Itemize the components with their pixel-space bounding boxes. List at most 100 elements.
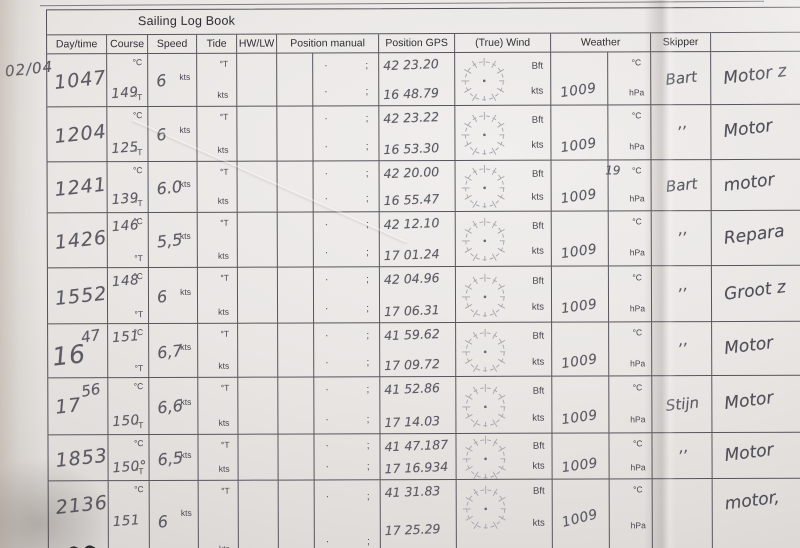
remark-text: motor, — [723, 487, 781, 515]
speed-value: 6 — [155, 124, 168, 145]
unit-kts: kts — [531, 246, 544, 258]
gps-lat: 42 20.00 — [383, 164, 440, 182]
cell-speed: kts 6 — [148, 53, 198, 108]
pos-template-marks: ·; — [325, 303, 370, 315]
time-sup-value: 47 — [79, 325, 102, 347]
course-value: 125 — [110, 139, 140, 158]
cell-remarks: motor — [711, 159, 800, 212]
col-header-position-gps: Position GPS — [379, 33, 456, 54]
pos-template-marks: ·; — [324, 192, 369, 204]
remark-text: Motor — [723, 388, 775, 415]
cell-daytime: 1241 — [47, 162, 108, 214]
cell-wind: Bft kts — [455, 211, 552, 267]
unit-kts: kts — [218, 463, 230, 474]
compass-rose-icon — [461, 272, 506, 317]
pressure-value: 1009 — [560, 506, 600, 532]
cell-course: °C °T 149 — [107, 54, 149, 108]
cell-hwlw — [238, 480, 279, 548]
unit-bft: Bft — [531, 114, 544, 126]
cell-tide: °T kts — [197, 212, 238, 268]
unit-kts: kts — [180, 286, 191, 297]
paper-crease-left — [0, 0, 42, 548]
pressure-value: 1009 — [559, 240, 599, 262]
cell-wind: Bft kts — [455, 160, 552, 212]
pos-template-marks: ·; — [325, 491, 370, 503]
unit-degT: °T — [134, 363, 144, 374]
gps-lat: 41 31.83 — [384, 482, 441, 501]
unit-kts: kts — [217, 195, 229, 206]
unit-hpa: hPa — [629, 193, 645, 204]
pressure-value: 1009 — [559, 134, 598, 156]
unit-kts: kts — [532, 356, 545, 368]
cell-course: °C °T 150 — [108, 378, 150, 436]
gps-lon: 16 55.47 — [383, 191, 440, 209]
cell-hwlw — [237, 267, 279, 324]
unit-kts: kts — [179, 125, 191, 136]
pos-template-marks: ·; — [325, 536, 370, 548]
col-header-skipper: Skipper — [651, 33, 712, 53]
compass-rose-icon — [462, 434, 506, 479]
cell-tide: °T kts — [197, 267, 239, 324]
unit-degC: °C — [132, 57, 143, 68]
gps-lat: 41 59.62 — [383, 326, 441, 344]
pos-template-marks: ·; — [325, 357, 370, 369]
unit-kts: kts — [219, 544, 230, 548]
pos-template-marks: ·; — [324, 247, 369, 259]
unit-bft: Bft — [532, 385, 545, 397]
speed-value: 6,6 — [156, 395, 184, 418]
cell-hwlw — [238, 323, 279, 378]
unit-bft: Bft — [531, 60, 544, 73]
unit-kts: kts — [531, 301, 545, 313]
skipper-name: Stijn — [664, 393, 700, 415]
cell-course: °C °T 150° — [108, 435, 150, 482]
unit-bft: Bft — [532, 220, 544, 232]
cell-daytime: 1426 — [47, 213, 108, 269]
paper-top-edge-line — [40, 0, 764, 7]
compass-rose-icon — [461, 217, 505, 261]
sailing-logbook-table: Sailing Log Book Day/time Course Speed T… — [45, 6, 800, 548]
cell-tide: °T kts — [197, 53, 238, 107]
cell-position-gps: 41 31.83 17 25.29 — [380, 479, 457, 548]
page-title: Sailing Log Book — [138, 13, 236, 29]
unit-degC: °C — [133, 438, 144, 449]
cell-wind: Bft kts — [455, 52, 552, 106]
pos-template-marks: ·; — [325, 440, 370, 452]
cell-position-manual: ·; ·; — [277, 161, 380, 213]
unit-kts: kts — [217, 250, 229, 261]
cell-daytime: 16 47 — [48, 324, 109, 379]
gps-lon: 17 09.72 — [383, 355, 441, 373]
cell-position-gps: 41 52.86 17 14.03 — [380, 376, 457, 435]
unit-kts: kts — [218, 360, 230, 371]
cell-position-gps: 42 23.22 16 53.30 — [379, 105, 456, 162]
cell-weather: °C hPa 1009 — [551, 211, 652, 267]
unit-degC: °C — [632, 216, 642, 227]
unit-kts: kts — [532, 412, 545, 424]
unit-degT: °T — [219, 166, 229, 177]
cell-remarks: Motor — [712, 321, 800, 377]
remark-text: Groot z — [722, 276, 787, 305]
cell-remarks: Repara — [711, 210, 800, 267]
unit-bft: Bft — [531, 168, 544, 180]
cell-position-gps: 41 59.62 17 09.72 — [380, 322, 457, 378]
time-value: 2136 — [54, 491, 110, 519]
cell-speed: kts 6.0 — [148, 161, 198, 214]
col-header-position-manual: Position manual — [277, 34, 380, 54]
unit-kts: kts — [217, 89, 229, 100]
skipper-name: ’’ — [675, 122, 687, 142]
cell-wind: Bft kts — [455, 266, 553, 323]
unit-degC: °C — [133, 381, 144, 392]
pressure-value: 1009 — [560, 350, 599, 372]
course-value: 151 — [111, 328, 140, 347]
cell-position-manual: ·; ·; — [278, 323, 381, 378]
unit-degC: °C — [632, 381, 643, 392]
time-sup-value: 56 — [80, 379, 102, 401]
pos-template-marks: ·; — [324, 60, 369, 72]
cell-tide: °T kts — [198, 480, 239, 548]
unit-kts: kts — [218, 417, 230, 428]
cell-skipper: ’’ — [651, 211, 712, 267]
remark-text: motor — [722, 169, 776, 196]
col-header-hwlw: HW/LW — [237, 34, 278, 54]
cell-position-manual: ·; ·; — [278, 480, 381, 548]
cell-tide: °T kts — [197, 106, 238, 162]
course-value: 139 — [111, 190, 140, 209]
